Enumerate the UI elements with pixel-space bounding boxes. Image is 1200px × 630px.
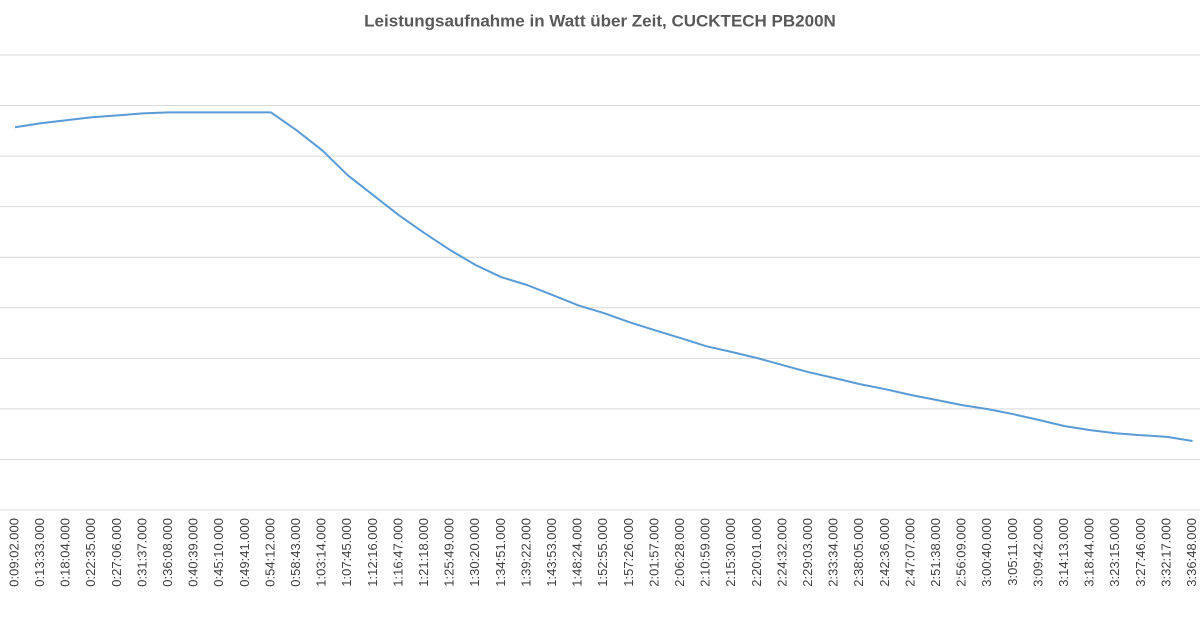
x-tick-label: 2:20:01.000 <box>749 518 764 587</box>
x-tick-label: 2:47:07.000 <box>902 518 917 587</box>
x-tick-label: 2:51:38.000 <box>928 518 943 587</box>
x-tick-label: 0:18:04.000 <box>58 518 73 587</box>
x-tick-label: 0:40:39.000 <box>186 518 201 587</box>
x-tick-label: 0:54:12.000 <box>262 518 277 587</box>
x-tick-label: 1:39:22.000 <box>518 518 533 587</box>
x-tick-label: 1:16:47.000 <box>390 518 405 587</box>
x-tick-label: 1:03:14.000 <box>314 518 329 587</box>
x-tick-label: 0:13:33.000 <box>32 518 47 587</box>
x-tick-label: 1:30:20.000 <box>467 518 482 587</box>
x-tick-label: 1:12:16.000 <box>365 518 380 587</box>
x-tick-label: 0:27:06.000 <box>109 518 124 587</box>
x-tick-label: 2:29:03.000 <box>800 518 815 587</box>
x-tick-label: 3:27:46.000 <box>1133 518 1148 587</box>
x-tick-label: 2:24:32.000 <box>774 518 789 587</box>
data-line <box>14 111 1193 442</box>
x-tick-label: 3:32:17.000 <box>1158 518 1173 587</box>
x-tick-label: 1:57:26.000 <box>621 518 636 587</box>
x-tick-label: 3:14:13.000 <box>1056 518 1071 587</box>
x-tick-label: 1:21:18.000 <box>416 518 431 587</box>
x-tick-label: 0:58:43.000 <box>288 518 303 587</box>
x-tick-label: 2:01:57.000 <box>646 518 661 587</box>
x-tick-label: 2:06:28.000 <box>672 518 687 587</box>
x-tick-label: 0:22:35.000 <box>83 518 98 587</box>
x-tick-label: 1:07:45.000 <box>339 518 354 587</box>
x-tick-label: 2:56:09.000 <box>954 518 969 587</box>
x-tick-label: 3:09:42.000 <box>1030 518 1045 587</box>
x-tick-label: 2:42:36.000 <box>877 518 892 587</box>
x-tick-label: 0:45:10.000 <box>211 518 226 587</box>
x-tick-label: 1:34:51.000 <box>493 518 508 587</box>
x-tick-label: 1:43:53.000 <box>544 518 559 587</box>
x-tick-label: 2:10:59.000 <box>698 518 713 587</box>
x-tick-label: 0:31:37.000 <box>134 518 149 587</box>
x-tick-label: 0:49:41.000 <box>237 518 252 587</box>
x-tick-label: 3:05:11.000 <box>1005 518 1020 586</box>
x-tick-label: 1:52:55.000 <box>595 518 610 587</box>
chart-title: Leistungsaufnahme in Watt über Zeit, CUC… <box>364 11 836 30</box>
x-tick-label: 3:23:15.000 <box>1107 518 1122 587</box>
x-tick-label: 0:36:08.000 <box>160 518 175 587</box>
x-tick-label: 3:36:48.000 <box>1184 518 1199 587</box>
x-tick-label: 3:00:40.000 <box>979 518 994 587</box>
x-tick-label: 0:09:02.000 <box>6 518 21 587</box>
x-tick-label: 2:38:05.000 <box>851 518 866 587</box>
x-tick-label: 3:18:44.000 <box>1082 518 1097 587</box>
x-tick-label: 2:33:34.000 <box>826 518 841 587</box>
x-tick-label: 2:15:30.000 <box>723 518 738 587</box>
x-tick-label: 1:48:24.000 <box>570 518 585 587</box>
x-tick-label: 1:25:49.000 <box>442 518 457 587</box>
